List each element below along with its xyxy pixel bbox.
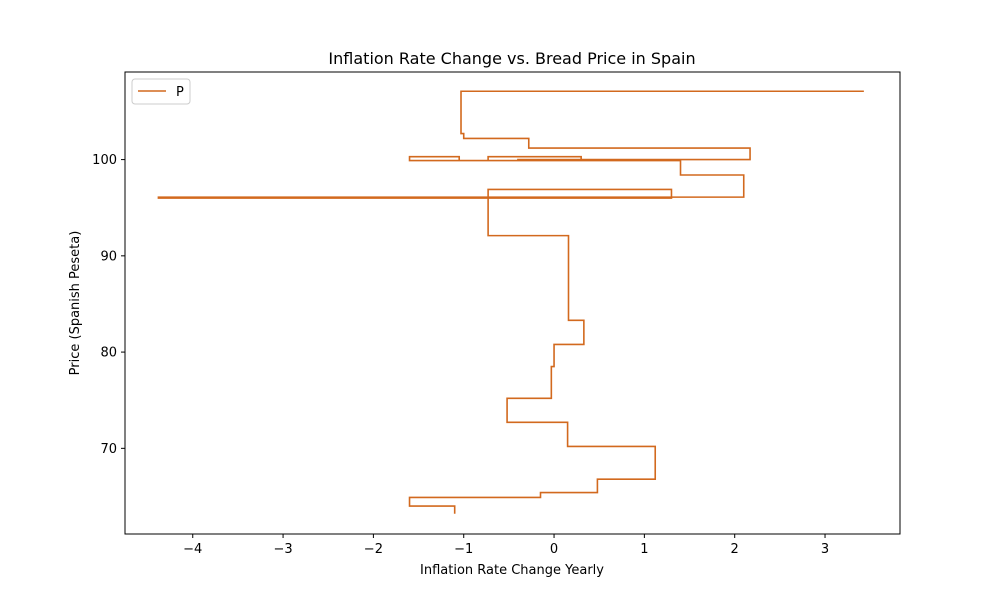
x-tick-label: −4 <box>183 542 202 557</box>
y-tick-label: 90 <box>100 249 117 264</box>
x-tick-label: 0 <box>550 542 558 557</box>
y-axis-label: Price (Spanish Peseta) <box>68 231 83 376</box>
legend: P <box>131 78 191 105</box>
x-tick-label: 3 <box>821 542 829 557</box>
x-tick-label: 2 <box>731 542 739 557</box>
series-line-p <box>157 90 864 514</box>
axes-frame <box>124 71 901 535</box>
plot-area <box>124 71 901 535</box>
x-tick-label: −1 <box>454 542 473 557</box>
y-tick-label: 100 <box>92 153 117 168</box>
series-layer <box>157 90 864 514</box>
x-tick-label: 1 <box>640 542 648 557</box>
x-axis-label: Inflation Rate Change Yearly <box>420 563 604 578</box>
x-tick-label: −3 <box>273 542 292 557</box>
x-tick-label: −2 <box>364 542 383 557</box>
y-tick-label: 70 <box>100 442 117 457</box>
chart-title: Inflation Rate Change vs. Bread Price in… <box>328 49 695 68</box>
y-tick-label: 80 <box>100 346 117 361</box>
x-axis-ticks: −4 −3 −2 −1 0 1 2 3 <box>183 534 829 557</box>
y-axis-ticks: 70 80 90 100 <box>92 153 125 457</box>
legend-label: P <box>176 85 184 100</box>
